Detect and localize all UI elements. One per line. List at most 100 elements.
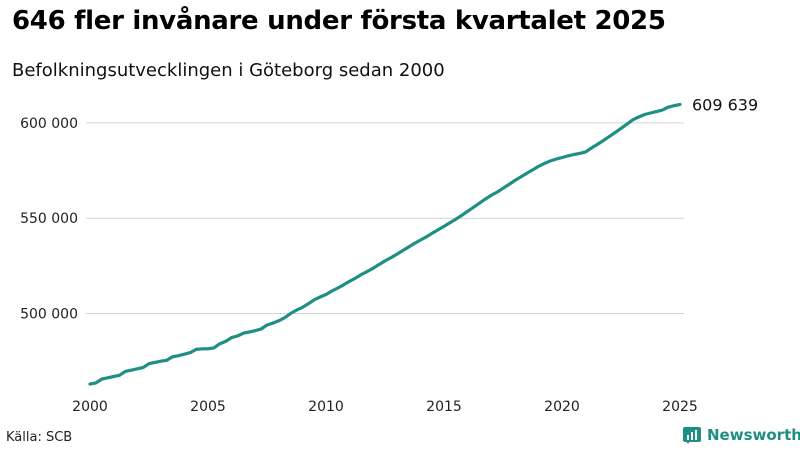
data-point-82 bbox=[573, 153, 575, 156]
data-point-41 bbox=[331, 290, 333, 292]
data-point-86 bbox=[596, 143, 599, 146]
x-axis: 2000 2005 2010 2015 2020 2025 bbox=[72, 399, 698, 415]
newsworthy-logo-icon bbox=[683, 427, 701, 444]
y-tick-label-0: 500 000 bbox=[20, 307, 78, 323]
data-point-9 bbox=[142, 366, 144, 369]
data-point-49 bbox=[378, 263, 380, 266]
data-point-93 bbox=[637, 116, 640, 118]
data-point-68 bbox=[490, 194, 493, 197]
x-tick-label-1: 2005 bbox=[190, 399, 226, 415]
data-point-10 bbox=[148, 362, 150, 365]
data-point-81 bbox=[567, 155, 569, 157]
chart-subtitle: Befolkningsutvecklingen i Göteborg sedan… bbox=[12, 60, 445, 81]
data-point-99 bbox=[673, 104, 675, 107]
data-point-1 bbox=[95, 382, 97, 384]
series-line-0 bbox=[88, 102, 682, 386]
data-point-15 bbox=[177, 354, 180, 357]
data-point-30 bbox=[266, 324, 268, 326]
end-value-label: 609 639 bbox=[692, 96, 758, 115]
data-point-54 bbox=[407, 246, 410, 248]
data-point-50 bbox=[384, 260, 386, 262]
data-point-98 bbox=[667, 106, 669, 108]
data-point-75 bbox=[531, 169, 534, 171]
data-point-37 bbox=[307, 303, 310, 305]
data-point-97 bbox=[661, 109, 664, 111]
data-point-6 bbox=[124, 370, 127, 373]
series-points-0 bbox=[89, 103, 681, 385]
data-point-21 bbox=[213, 347, 215, 349]
data-point-16 bbox=[183, 353, 186, 356]
data-point-18 bbox=[195, 348, 197, 351]
data-point-20 bbox=[207, 348, 209, 350]
data-point-92 bbox=[632, 119, 634, 121]
data-point-70 bbox=[502, 187, 504, 190]
data-point-44 bbox=[348, 280, 351, 283]
data-point-17 bbox=[189, 351, 192, 354]
data-point-71 bbox=[508, 183, 510, 186]
data-point-31 bbox=[272, 322, 274, 324]
data-point-23 bbox=[224, 340, 227, 343]
data-point-22 bbox=[219, 342, 221, 345]
data-point-67 bbox=[484, 198, 487, 200]
data-point-84 bbox=[584, 151, 587, 153]
data-point-4 bbox=[112, 375, 115, 378]
data-point-90 bbox=[620, 127, 622, 130]
data-point-35 bbox=[295, 309, 298, 311]
data-point-57 bbox=[425, 236, 428, 238]
data-point-58 bbox=[431, 232, 434, 235]
data-point-80 bbox=[561, 156, 563, 159]
data-point-73 bbox=[519, 176, 522, 178]
data-point-8 bbox=[136, 368, 138, 370]
data-point-24 bbox=[230, 336, 233, 339]
data-point-62 bbox=[455, 218, 457, 220]
data-point-61 bbox=[449, 222, 451, 224]
x-tick-label-2: 2010 bbox=[308, 399, 344, 415]
data-point-63 bbox=[460, 214, 463, 217]
data-point-45 bbox=[354, 277, 357, 279]
data-point-11 bbox=[154, 361, 156, 364]
data-point-5 bbox=[118, 374, 121, 377]
data-point-14 bbox=[171, 356, 174, 358]
data-point-25 bbox=[236, 335, 239, 337]
data-point-66 bbox=[478, 202, 481, 204]
data-point-100 bbox=[679, 103, 681, 106]
data-point-39 bbox=[319, 296, 321, 298]
data-point-19 bbox=[201, 348, 203, 350]
data-point-79 bbox=[555, 158, 557, 160]
series bbox=[88, 102, 682, 386]
end-labels: 609 639 bbox=[692, 96, 758, 115]
data-point-48 bbox=[372, 267, 375, 270]
data-point-42 bbox=[337, 287, 339, 289]
data-point-34 bbox=[289, 312, 292, 315]
data-point-78 bbox=[549, 160, 551, 162]
data-point-69 bbox=[496, 191, 498, 193]
data-point-43 bbox=[342, 284, 345, 286]
data-point-64 bbox=[466, 210, 469, 213]
data-point-83 bbox=[578, 152, 581, 155]
data-point-77 bbox=[543, 162, 546, 165]
x-tick-label-3: 2015 bbox=[426, 399, 462, 415]
data-point-55 bbox=[413, 242, 416, 245]
data-point-2 bbox=[101, 378, 103, 380]
data-point-89 bbox=[614, 131, 616, 134]
data-point-85 bbox=[590, 147, 593, 149]
data-point-65 bbox=[472, 206, 475, 209]
gridlines bbox=[86, 122, 684, 315]
data-point-52 bbox=[396, 253, 398, 255]
data-point-91 bbox=[626, 123, 628, 125]
data-point-12 bbox=[160, 360, 162, 363]
chart-title: 646 fler invånare under första kvartalet… bbox=[12, 6, 666, 36]
data-point-38 bbox=[313, 299, 316, 301]
y-tick-label-2: 600 000 bbox=[20, 116, 78, 132]
data-point-53 bbox=[401, 249, 404, 252]
data-point-72 bbox=[514, 179, 516, 182]
x-tick-label-4: 2020 bbox=[544, 399, 580, 415]
data-point-87 bbox=[602, 139, 605, 142]
data-point-46 bbox=[360, 273, 363, 276]
brand-logo: Newsworthy bbox=[682, 426, 800, 444]
data-point-7 bbox=[130, 369, 133, 372]
data-point-60 bbox=[443, 225, 445, 228]
data-point-36 bbox=[301, 306, 304, 309]
data-point-29 bbox=[260, 328, 262, 330]
